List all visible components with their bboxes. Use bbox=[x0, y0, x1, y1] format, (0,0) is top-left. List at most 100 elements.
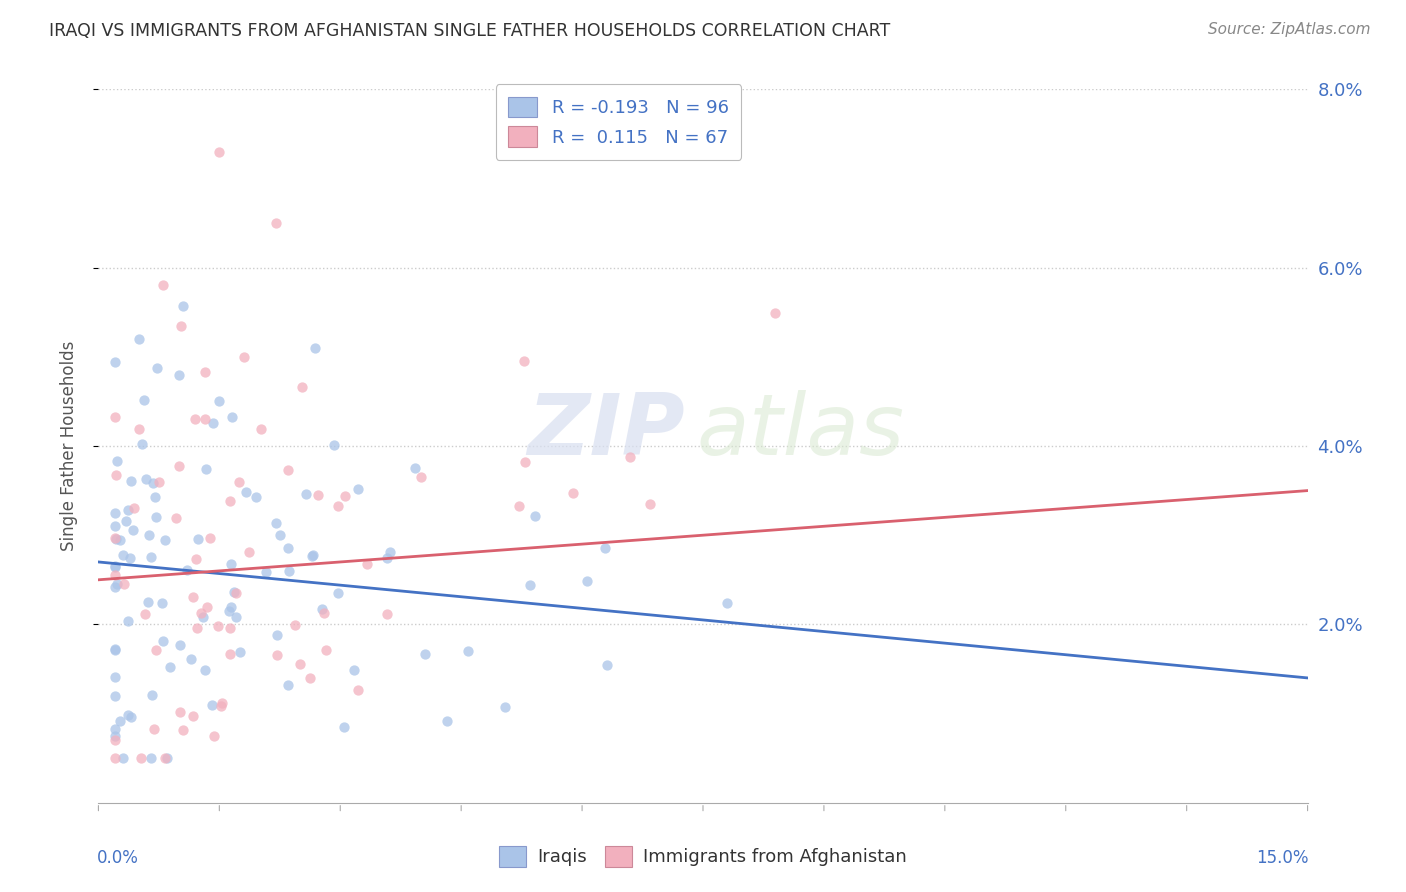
Point bbox=[167, 368, 190, 382]
Point bbox=[232, 350, 254, 364]
Point bbox=[180, 651, 202, 665]
Point bbox=[145, 490, 167, 504]
Point bbox=[103, 519, 125, 533]
Point bbox=[346, 482, 368, 496]
Y-axis label: Single Father Households: Single Father Households bbox=[59, 341, 77, 551]
Point bbox=[228, 475, 250, 489]
Point bbox=[169, 705, 191, 719]
Point bbox=[172, 723, 194, 737]
Point bbox=[187, 533, 209, 547]
Point bbox=[142, 722, 165, 736]
Point bbox=[176, 563, 198, 577]
Point bbox=[112, 548, 135, 562]
Point bbox=[716, 596, 738, 610]
Point bbox=[209, 699, 232, 714]
Point bbox=[225, 610, 247, 624]
Point bbox=[183, 590, 205, 604]
Point bbox=[138, 595, 160, 609]
Point bbox=[562, 485, 585, 500]
Point bbox=[134, 393, 156, 408]
Point bbox=[186, 622, 208, 636]
Point bbox=[104, 468, 127, 483]
Point bbox=[103, 733, 125, 747]
Point bbox=[411, 470, 433, 484]
Point bbox=[513, 455, 536, 469]
Point bbox=[120, 475, 142, 489]
Point bbox=[207, 619, 229, 633]
Point bbox=[264, 216, 287, 230]
Point bbox=[103, 531, 125, 545]
Point bbox=[218, 604, 240, 618]
Point bbox=[457, 644, 479, 658]
Point bbox=[269, 528, 291, 542]
Point bbox=[141, 688, 163, 702]
Point bbox=[120, 709, 142, 723]
Point bbox=[110, 714, 132, 728]
Point bbox=[193, 610, 215, 624]
Point bbox=[103, 568, 125, 582]
Point bbox=[494, 700, 516, 714]
Point bbox=[619, 450, 641, 464]
Point bbox=[145, 643, 167, 657]
Point bbox=[138, 528, 160, 542]
Point bbox=[139, 549, 162, 564]
Point bbox=[103, 689, 125, 703]
Point bbox=[328, 586, 350, 600]
Point bbox=[184, 412, 207, 426]
Text: ZIP: ZIP bbox=[527, 390, 685, 474]
Point bbox=[159, 660, 181, 674]
Point bbox=[436, 714, 458, 728]
Point bbox=[202, 416, 225, 430]
Point bbox=[145, 509, 167, 524]
Point bbox=[103, 559, 125, 574]
Point bbox=[211, 696, 233, 710]
Point bbox=[291, 380, 314, 394]
Point bbox=[195, 461, 218, 475]
Point bbox=[134, 607, 156, 622]
Point bbox=[413, 647, 436, 661]
Point bbox=[165, 511, 187, 525]
Point bbox=[169, 638, 191, 652]
Point bbox=[153, 533, 176, 548]
Point bbox=[302, 548, 325, 562]
Point bbox=[221, 409, 243, 424]
Legend: Iraqis, Immigrants from Afghanistan: Iraqis, Immigrants from Afghanistan bbox=[492, 838, 914, 874]
Point bbox=[638, 497, 661, 511]
Point bbox=[103, 560, 125, 574]
Point bbox=[201, 698, 224, 712]
Point bbox=[404, 461, 426, 475]
Point bbox=[112, 751, 135, 765]
Point bbox=[202, 729, 225, 743]
Point bbox=[229, 645, 252, 659]
Point bbox=[131, 437, 153, 451]
Text: Source: ZipAtlas.com: Source: ZipAtlas.com bbox=[1208, 22, 1371, 37]
Point bbox=[343, 664, 366, 678]
Point bbox=[218, 621, 240, 635]
Point bbox=[375, 551, 398, 566]
Point bbox=[194, 663, 217, 677]
Point bbox=[103, 670, 125, 684]
Point bbox=[120, 550, 142, 565]
Point bbox=[266, 516, 288, 531]
Point bbox=[103, 642, 125, 657]
Point bbox=[312, 606, 335, 620]
Point bbox=[333, 490, 356, 504]
Point bbox=[219, 493, 242, 508]
Point bbox=[277, 677, 299, 691]
Point bbox=[129, 751, 152, 765]
Point bbox=[152, 596, 174, 610]
Point bbox=[181, 709, 204, 723]
Point bbox=[128, 422, 150, 436]
Point bbox=[238, 545, 260, 559]
Point bbox=[508, 500, 530, 514]
Point bbox=[301, 549, 323, 563]
Legend: R = -0.193   N = 96, R =  0.115   N = 67: R = -0.193 N = 96, R = 0.115 N = 67 bbox=[495, 84, 741, 160]
Point bbox=[105, 577, 128, 591]
Point bbox=[224, 585, 246, 599]
Point bbox=[278, 564, 301, 578]
Point bbox=[103, 354, 125, 368]
Point bbox=[225, 586, 247, 600]
Point bbox=[315, 643, 337, 657]
Point bbox=[197, 599, 219, 614]
Point bbox=[103, 729, 125, 743]
